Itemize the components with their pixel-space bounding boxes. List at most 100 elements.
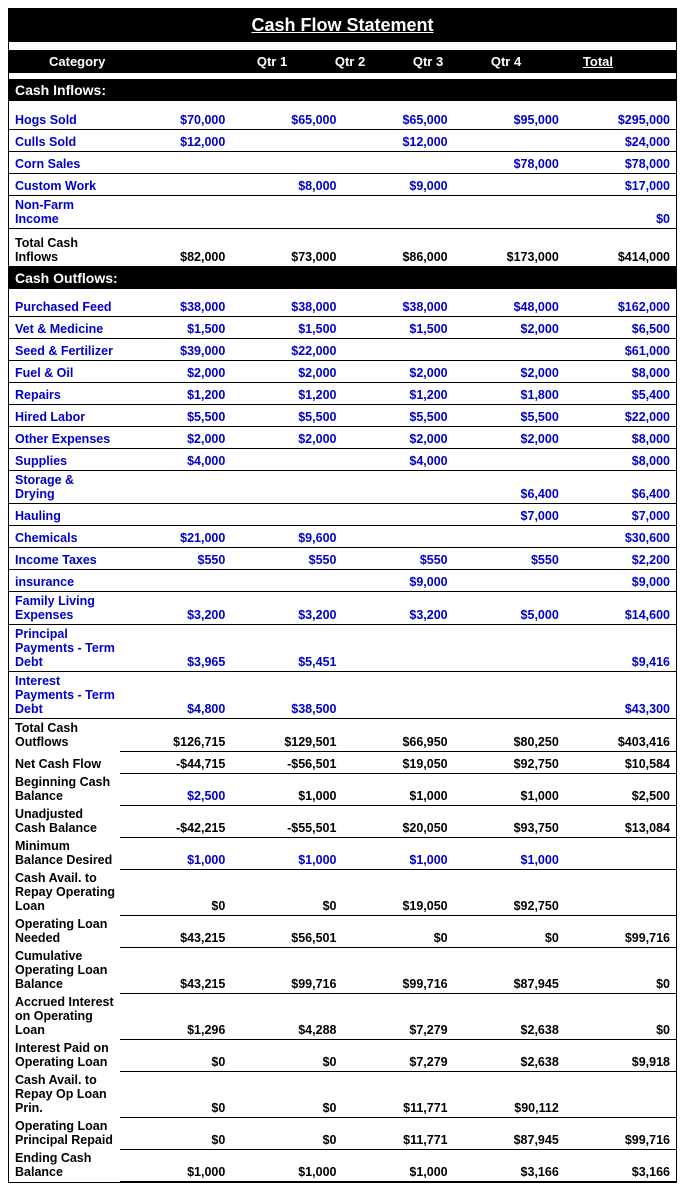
cell-total: $403,416 [565,719,676,752]
row-label-link[interactable]: Principal Payments - Term Debt [9,625,120,672]
row-label: Total Cash Outflows [9,719,120,752]
cell-q2: $8,000 [231,173,342,195]
row-label: Net Cash Flow [9,751,120,773]
table-row: Ending Cash Balance$1,000$1,000$1,000$3,… [9,1149,676,1181]
cell-q1 [120,570,231,592]
table-row: Beginning Cash Balance$2,500$1,000$1,000… [9,773,676,805]
row-label-link[interactable]: Fuel & Oil [9,361,120,383]
row-label: Ending Cash Balance [9,1149,120,1181]
cell-q3: $4,000 [342,449,453,471]
cell-total: $8,000 [565,427,676,449]
row-label-link[interactable]: Interest Payments - Term Debt [9,672,120,719]
cell-total: $9,918 [565,1039,676,1071]
cell-total: $30,600 [565,526,676,548]
cell-q3: $1,200 [342,383,453,405]
cell-q2: $129,501 [231,719,342,752]
cell-q4: $1,000 [454,837,565,869]
table-row: Custom Work$8,000$9,000$17,000 [9,173,676,195]
cell-total: $6,400 [565,471,676,504]
row-label-link[interactable]: Seed & Fertilizer [9,339,120,361]
row-label-link[interactable]: Hired Labor [9,405,120,427]
cell-q4: $92,750 [454,751,565,773]
table-row: Culls Sold$12,000$12,000$24,000 [9,129,676,151]
row-label-link[interactable]: Family Living Expenses [9,592,120,625]
table-row: Purchased Feed$38,000$38,000$38,000$48,0… [9,295,676,317]
row-label-link[interactable]: Purchased Feed [9,295,120,317]
cell-q2: $99,716 [231,947,342,993]
cell-q3: $65,000 [342,107,453,129]
cell-total: $295,000 [565,107,676,129]
cell-total: $2,200 [565,548,676,570]
row-label-link[interactable]: Hauling [9,504,120,526]
row-label: Cash Avail. to Repay Operating Loan [9,869,120,915]
cell-q2: $5,500 [231,405,342,427]
cell-q1 [120,151,231,173]
section-inflows: Cash Inflows: [9,79,676,101]
cell-q2: $56,501 [231,915,342,947]
cell-q1: $550 [120,548,231,570]
cell-q4 [454,672,565,719]
table-row: Chemicals$21,000$9,600$30,600 [9,526,676,548]
row-label-link[interactable]: Custom Work [9,173,120,195]
table-row: Interest Paid on Operating Loan$0$0$7,27… [9,1039,676,1071]
cell-q4 [454,449,565,471]
cell-q3: $66,950 [342,719,453,752]
table-row: Cash Avail. to Repay Op Loan Prin.$0$0$1… [9,1071,676,1117]
cell-q3 [342,672,453,719]
cell-q4 [454,339,565,361]
row-label-link[interactable]: Non-Farm Income [9,195,120,228]
table-row: Interest Payments - Term Debt$4,800$38,5… [9,672,676,719]
cell-q3: $7,279 [342,1039,453,1071]
row-label-link[interactable]: Other Expenses [9,427,120,449]
cell-q1 [120,173,231,195]
row-label-link[interactable]: Supplies [9,449,120,471]
cell-q3: $3,200 [342,592,453,625]
cell-q3: $550 [342,548,453,570]
row-label-link[interactable]: Culls Sold [9,129,120,151]
header-q2: Qtr 2 [311,54,389,69]
cell-q4 [454,570,565,592]
table-row: Operating Loan Principal Repaid$0$0$11,7… [9,1117,676,1149]
cell-q2: $550 [231,548,342,570]
row-label-link[interactable]: Corn Sales [9,151,120,173]
cell-q4: $87,945 [454,1117,565,1149]
cell-q1: $1,500 [120,317,231,339]
cell-total: $10,584 [565,751,676,773]
cell-total: $0 [565,993,676,1039]
cell-total: $78,000 [565,151,676,173]
cell-total: $414,000 [565,234,676,266]
row-label-link[interactable]: Vet & Medicine [9,317,120,339]
cell-total: $8,000 [565,449,676,471]
cell-q2: $9,600 [231,526,342,548]
cell-q1: $43,215 [120,947,231,993]
cashflow-table: Cash Inflows: Hogs Sold$70,000$65,000$65,… [9,73,676,1182]
cell-q3: $7,279 [342,993,453,1039]
cell-q4: $1,000 [454,773,565,805]
cell-q2: $65,000 [231,107,342,129]
table-row: Hogs Sold$70,000$65,000$65,000$95,000$29… [9,107,676,129]
cell-q3: $5,500 [342,405,453,427]
row-label-link[interactable]: insurance [9,570,120,592]
row-label-link[interactable]: Repairs [9,383,120,405]
table-row: Income Taxes$550$550$550$550$2,200 [9,548,676,570]
cell-q4: $87,945 [454,947,565,993]
row-label-link[interactable]: Chemicals [9,526,120,548]
cell-q4: $2,000 [454,427,565,449]
row-label-link[interactable]: Income Taxes [9,548,120,570]
cell-q2 [231,570,342,592]
cell-total: $0 [565,947,676,993]
cell-total: $13,084 [565,805,676,837]
cell-q2: $0 [231,1039,342,1071]
cell-q2 [231,129,342,151]
cell-q3: $11,771 [342,1071,453,1117]
cell-q3 [342,526,453,548]
cell-q1: $39,000 [120,339,231,361]
cell-q1: $1,000 [120,837,231,869]
cell-q1: $0 [120,1039,231,1071]
cell-q1: $126,715 [120,719,231,752]
cell-q4 [454,173,565,195]
cell-q3: $9,000 [342,173,453,195]
cell-total [565,869,676,915]
row-label-link[interactable]: Hogs Sold [9,107,120,129]
row-label-link[interactable]: Storage & Drying [9,471,120,504]
